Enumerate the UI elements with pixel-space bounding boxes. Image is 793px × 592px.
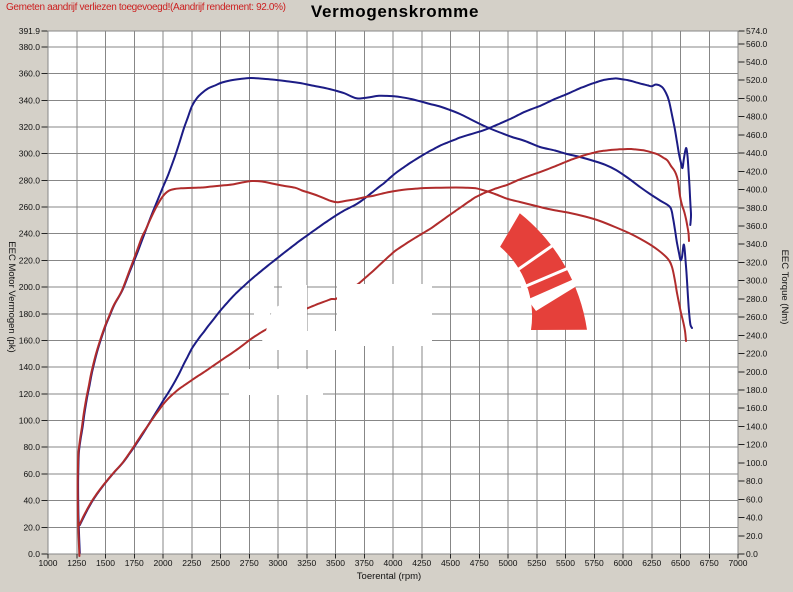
svg-text:540.0: 540.0 — [746, 57, 768, 67]
svg-text:6750: 6750 — [700, 558, 719, 568]
svg-text:Toerental (rpm): Toerental (rpm) — [357, 571, 421, 582]
svg-text:6000: 6000 — [614, 558, 633, 568]
svg-text:200.0: 200.0 — [746, 367, 768, 377]
svg-text:380.0: 380.0 — [746, 203, 768, 213]
svg-text:0.0: 0.0 — [746, 549, 758, 559]
svg-text:380.0: 380.0 — [19, 42, 41, 52]
svg-text:4250: 4250 — [412, 558, 431, 568]
svg-text:220.0: 220.0 — [746, 349, 768, 359]
svg-text:140.0: 140.0 — [746, 421, 768, 431]
svg-text:4750: 4750 — [470, 558, 489, 568]
svg-text:391.9: 391.9 — [19, 26, 41, 36]
svg-text:40.0: 40.0 — [746, 513, 763, 523]
svg-text:320.0: 320.0 — [746, 257, 768, 267]
svg-text:2250: 2250 — [182, 558, 201, 568]
svg-text:280.0: 280.0 — [19, 175, 41, 185]
svg-text:5750: 5750 — [585, 558, 604, 568]
svg-text:200.0: 200.0 — [19, 282, 41, 292]
svg-text:20.0: 20.0 — [746, 531, 763, 541]
svg-text:520.0: 520.0 — [746, 75, 768, 85]
svg-text:260.0: 260.0 — [19, 202, 41, 212]
svg-text:3500: 3500 — [326, 558, 345, 568]
svg-text:440.0: 440.0 — [746, 148, 768, 158]
svg-text:574.0: 574.0 — [746, 26, 768, 36]
svg-text:100.0: 100.0 — [746, 458, 768, 468]
svg-text:6250: 6250 — [642, 558, 661, 568]
svg-text:60.0: 60.0 — [746, 494, 763, 504]
svg-text:140.0: 140.0 — [19, 362, 41, 372]
svg-text:160.0: 160.0 — [746, 403, 768, 413]
svg-text:2500: 2500 — [211, 558, 230, 568]
svg-text:340.0: 340.0 — [746, 239, 768, 249]
svg-text:EEC Motor Vermogen (pk): EEC Motor Vermogen (pk) — [6, 241, 17, 352]
svg-text:1000: 1000 — [39, 558, 58, 568]
svg-text:3250: 3250 — [297, 558, 316, 568]
svg-text:0.0: 0.0 — [28, 549, 40, 559]
svg-text:100.0: 100.0 — [19, 416, 41, 426]
svg-text:240.0: 240.0 — [746, 330, 768, 340]
svg-text:1500: 1500 — [96, 558, 115, 568]
svg-text:7000: 7000 — [729, 558, 748, 568]
svg-text:3000: 3000 — [269, 558, 288, 568]
svg-text:80.0: 80.0 — [746, 476, 763, 486]
svg-text:340.0: 340.0 — [19, 95, 41, 105]
svg-text:20.0: 20.0 — [23, 522, 40, 532]
svg-text:500.0: 500.0 — [746, 93, 768, 103]
svg-text:300.0: 300.0 — [19, 149, 41, 159]
svg-text:3750: 3750 — [355, 558, 374, 568]
svg-text:220.0: 220.0 — [19, 255, 41, 265]
svg-text:2000: 2000 — [154, 558, 173, 568]
svg-text:420.0: 420.0 — [746, 166, 768, 176]
svg-text:6500: 6500 — [671, 558, 690, 568]
svg-text:2750: 2750 — [240, 558, 259, 568]
svg-text:460.0: 460.0 — [746, 130, 768, 140]
svg-text:5500: 5500 — [556, 558, 575, 568]
svg-text:120.0: 120.0 — [19, 389, 41, 399]
svg-text:180.0: 180.0 — [746, 385, 768, 395]
svg-text:80.0: 80.0 — [23, 442, 40, 452]
svg-text:260.0: 260.0 — [746, 312, 768, 322]
svg-text:60.0: 60.0 — [23, 469, 40, 479]
svg-text:300.0: 300.0 — [746, 276, 768, 286]
svg-text:240.0: 240.0 — [19, 229, 41, 239]
svg-text:1250: 1250 — [67, 558, 86, 568]
svg-text:1750: 1750 — [125, 558, 144, 568]
svg-text:180.0: 180.0 — [19, 309, 41, 319]
svg-text:360.0: 360.0 — [19, 69, 41, 79]
svg-text:4500: 4500 — [441, 558, 460, 568]
svg-text:5250: 5250 — [527, 558, 546, 568]
svg-text:560.0: 560.0 — [746, 39, 768, 49]
svg-text:400.0: 400.0 — [746, 185, 768, 195]
svg-text:320.0: 320.0 — [19, 122, 41, 132]
svg-text:5000: 5000 — [499, 558, 518, 568]
svg-text:280.0: 280.0 — [746, 294, 768, 304]
svg-text:EEC Torque (Nm): EEC Torque (Nm) — [779, 250, 790, 325]
svg-text:4000: 4000 — [384, 558, 403, 568]
svg-text:40.0: 40.0 — [23, 496, 40, 506]
svg-text:360.0: 360.0 — [746, 221, 768, 231]
svg-text:120.0: 120.0 — [746, 440, 768, 450]
svg-text:160.0: 160.0 — [19, 335, 41, 345]
svg-text:480.0: 480.0 — [746, 112, 768, 122]
